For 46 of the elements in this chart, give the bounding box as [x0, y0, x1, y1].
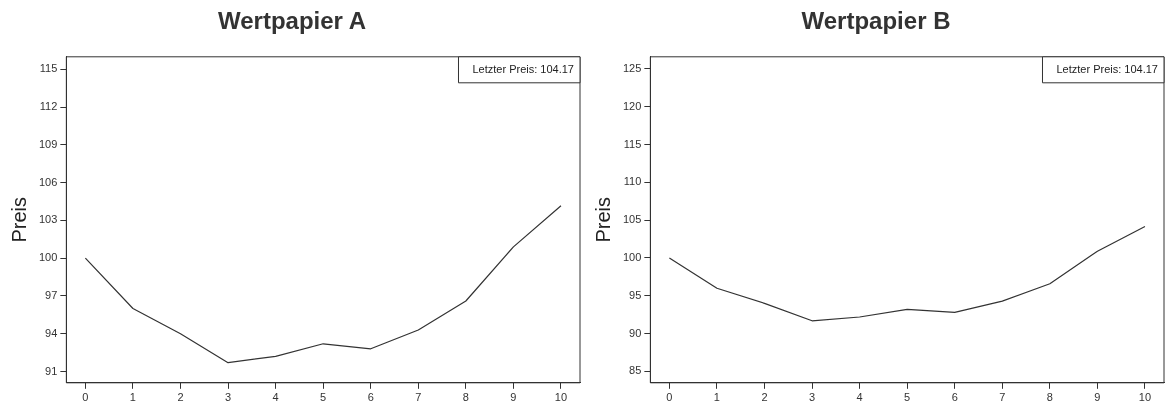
y-tick-label: 85: [629, 364, 642, 377]
x-tick-label: 10: [554, 391, 568, 404]
y-tick-label: 125: [622, 61, 642, 74]
x-tick-label: 9: [1094, 391, 1101, 404]
x-tick-label: 0: [82, 391, 89, 404]
y-tick-label: 115: [623, 137, 642, 150]
x-tick-label: 9: [510, 391, 517, 404]
x-tick-label: 6: [951, 391, 958, 404]
y-tick-label: 110: [623, 175, 642, 188]
y-tick-label: 112: [39, 100, 58, 113]
y-tick-label: 95: [629, 288, 642, 301]
x-tick-label: 3: [808, 391, 816, 404]
x-tick-label: 4: [856, 391, 863, 404]
y-tick-label: 103: [38, 213, 58, 226]
x-tick-label: 10: [1138, 391, 1152, 404]
y-tick-label: 91: [45, 364, 58, 377]
y-tick-label: 90: [629, 326, 642, 339]
y-tick-label: 120: [622, 99, 642, 112]
x-tick-label: 0: [666, 391, 673, 404]
x-tick-label: 5: [904, 391, 911, 404]
y-tick-label: 100: [622, 251, 642, 264]
x-tick-label: 1: [713, 391, 720, 404]
x-tick-label: 7: [415, 391, 422, 404]
annotation: Letzter Preis: 104.17: [472, 62, 574, 75]
chart-title: Wertpapier B: [801, 7, 951, 35]
y-axis-title: Preis: [591, 197, 614, 243]
x-tick-label: 7: [999, 391, 1006, 404]
x-tick-label: 1: [129, 391, 136, 404]
x-tick-label: 4: [272, 391, 279, 404]
y-tick-label: 109: [38, 137, 58, 150]
y-tick-label: 97: [45, 288, 58, 301]
y-tick-label: 100: [38, 251, 58, 264]
y-axis-title: Preis: [7, 197, 30, 243]
x-tick-label: 8: [1046, 391, 1053, 404]
y-tick-label: 94: [45, 326, 58, 339]
x-tick-label: 2: [177, 391, 184, 404]
annotation: Letzter Preis: 104.17: [1056, 62, 1158, 75]
y-tick-label: 106: [38, 175, 58, 188]
x-tick-label: 2: [761, 391, 768, 404]
x-tick-label: 6: [367, 391, 374, 404]
x-tick-label: 8: [462, 391, 469, 404]
chart-title: Wertpapier A: [217, 7, 367, 35]
y-tick-label: 105: [622, 213, 642, 226]
x-tick-label: 3: [224, 391, 232, 404]
y-tick-label: 115: [39, 62, 58, 75]
x-tick-label: 5: [320, 391, 327, 404]
